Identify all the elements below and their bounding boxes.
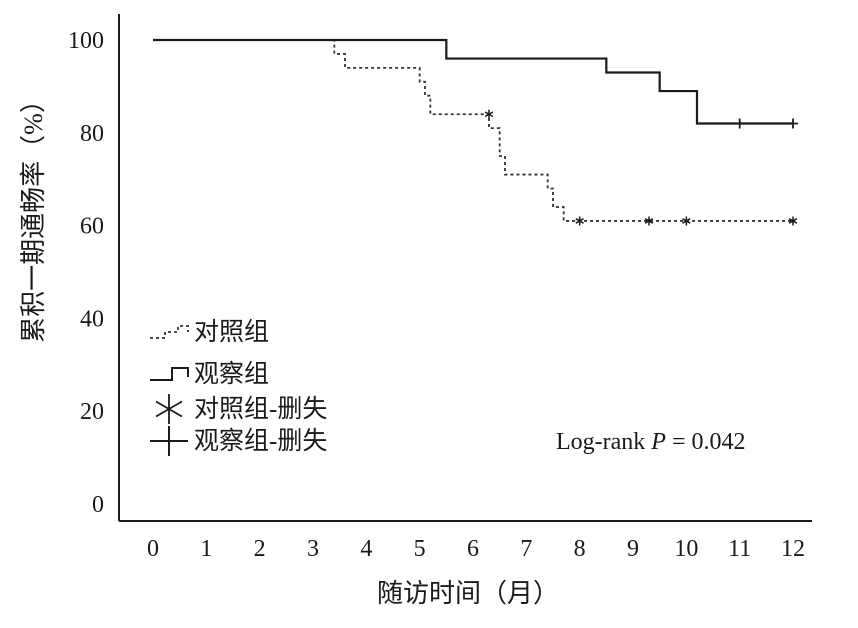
y-tick-labels: 0 20 40 60 80 100 (68, 28, 104, 518)
y-tick-label: 40 (80, 306, 104, 332)
control-censor-mark (575, 216, 584, 226)
x-tick-label: 2 (254, 536, 266, 562)
series-layer (153, 38, 798, 226)
legend-label: 观察组 (194, 360, 269, 388)
x-tick-label: 10 (674, 536, 698, 562)
control-group-curve (153, 39, 793, 222)
axes (118, 14, 812, 522)
legend-solid-step-icon (150, 367, 189, 381)
x-tick-label: 3 (307, 536, 319, 562)
control-censor-mark (682, 216, 691, 226)
y-tick-label: 0 (92, 492, 104, 518)
legend-label: 对照组 (194, 318, 269, 346)
x-tick-label: 5 (414, 536, 426, 562)
legend-star-icon (155, 394, 183, 424)
y-tick-label: 20 (80, 399, 104, 425)
x-tick-label: 12 (781, 536, 805, 562)
control-censor-mark (644, 216, 654, 226)
control-censor-mark (484, 109, 494, 119)
x-axis-title: 随访时间（月） (377, 579, 559, 608)
x-tick-label: 8 (574, 536, 586, 562)
legend-label: 观察组-删失 (194, 427, 327, 455)
annotation-p: P (650, 429, 666, 455)
x-tick-label: 6 (467, 536, 479, 562)
observation-censor-mark (788, 118, 798, 129)
legend-dashed-step-icon (150, 325, 189, 339)
annotation-value: = 0.042 (666, 429, 746, 455)
x-tick-label: 1 (200, 536, 212, 562)
x-tick-label: 4 (360, 536, 372, 562)
legend-item: 观察组 (150, 360, 269, 388)
observation-group-curve (153, 38, 793, 125)
y-tick-label: 60 (80, 214, 104, 240)
x-tick-labels: 0 1 2 3 4 5 6 7 8 9 10 11 12 (147, 536, 805, 562)
legend-label: 对照组-删失 (194, 395, 327, 423)
annotation-prefix: Log-rank (556, 429, 651, 455)
legend-plus-icon (150, 426, 188, 456)
x-tick-label: 7 (520, 536, 532, 562)
legend-item: 对照组 (150, 318, 269, 346)
y-axis-title: 累积一期通畅率（%） (19, 87, 48, 343)
x-tick-label: 0 (147, 536, 159, 562)
x-tick-label: 9 (627, 536, 639, 562)
legend-item: 对照组-删失 (155, 394, 327, 424)
legend-item: 观察组-删失 (150, 426, 327, 456)
logrank-annotation: Log-rank P = 0.042 (556, 429, 746, 455)
control-censor-mark (788, 216, 798, 226)
y-tick-label: 80 (80, 121, 104, 147)
y-tick-label: 100 (68, 28, 104, 54)
x-tick-label: 11 (728, 536, 751, 562)
observation-censor-mark (734, 118, 745, 129)
